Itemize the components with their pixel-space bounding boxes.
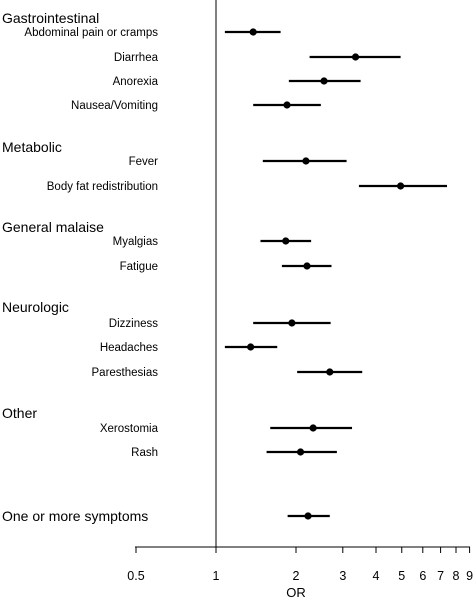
row-label: Abdominal pain or cramps bbox=[24, 27, 158, 39]
or-point bbox=[304, 512, 312, 520]
row-label: Headaches bbox=[100, 342, 158, 354]
or-point bbox=[283, 101, 291, 109]
x-tick-label: 9 bbox=[466, 569, 473, 583]
x-tick-label: 7 bbox=[437, 569, 444, 583]
row-label: Dizziness bbox=[109, 318, 158, 330]
or-point bbox=[249, 28, 257, 36]
group-label: Metabolic bbox=[2, 139, 62, 155]
row-label: Xerostomia bbox=[100, 423, 159, 435]
group-label: General malaise bbox=[2, 219, 104, 235]
or-point bbox=[326, 368, 334, 376]
row-label: Paresthesias bbox=[92, 367, 159, 379]
or-point bbox=[247, 343, 255, 351]
x-tick-label: 4 bbox=[373, 569, 380, 583]
row-label: Nausea/Vomiting bbox=[71, 100, 158, 112]
group-label: Neurologic bbox=[2, 299, 69, 315]
or-point bbox=[296, 448, 305, 456]
x-tick-label: 5 bbox=[398, 569, 405, 583]
or-point bbox=[302, 157, 310, 165]
row-label: Myalgias bbox=[113, 236, 159, 248]
row-label: Rash bbox=[131, 447, 158, 459]
or-point bbox=[351, 53, 360, 61]
row-label: Fever bbox=[129, 156, 159, 168]
or-point bbox=[396, 182, 405, 190]
row-label: Body fat redistribution bbox=[47, 181, 158, 193]
or-point bbox=[282, 237, 290, 245]
x-tick-label: 3 bbox=[339, 569, 346, 583]
row-label: Anorexia bbox=[113, 76, 159, 88]
or-point bbox=[309, 424, 317, 432]
group-label: Gastrointestinal bbox=[2, 10, 99, 26]
x-tick-label: 6 bbox=[419, 569, 426, 583]
x-tick-label: 2 bbox=[293, 569, 300, 583]
row-label: Fatigue bbox=[120, 261, 158, 273]
or-point bbox=[303, 262, 311, 270]
row-label: Diarrhea bbox=[114, 52, 159, 64]
x-tick-label: 0.5 bbox=[127, 569, 144, 583]
group-label: Other bbox=[2, 405, 37, 421]
or-point bbox=[320, 77, 328, 85]
or-point bbox=[288, 319, 296, 327]
x-tick-label: 8 bbox=[453, 569, 460, 583]
x-axis-label: OR bbox=[286, 585, 306, 600]
x-tick-label: 1 bbox=[213, 569, 220, 583]
group-label: One or more symptoms bbox=[2, 508, 148, 524]
